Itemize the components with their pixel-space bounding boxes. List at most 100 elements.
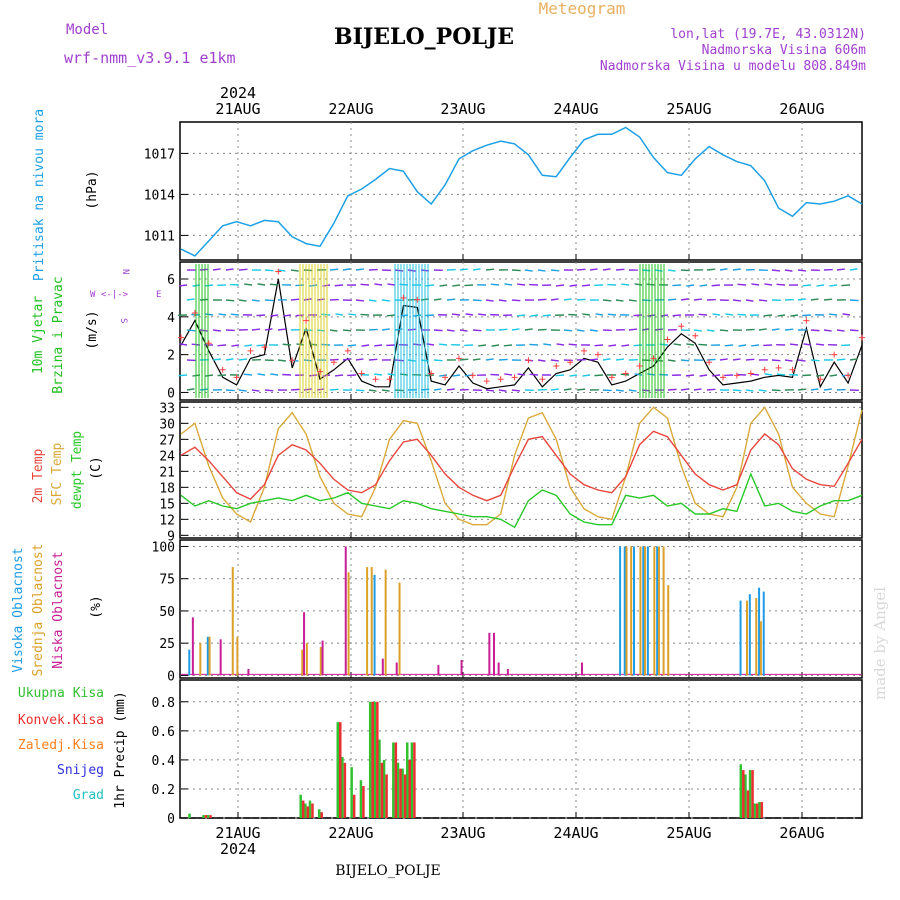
wind-barb [238,299,247,302]
low-cloud-bar [506,668,509,676]
wind-gust-marker [817,376,824,383]
wind-barb [282,343,292,346]
wind-barb [511,269,521,272]
wind-barb [706,388,716,391]
wind-frame [179,261,863,401]
wind-barb [589,358,599,361]
wind-barb [511,299,521,302]
mid-cloud-bar [653,546,656,676]
cloud-ytick-label: 0 [167,669,175,684]
low-cloud-bar [191,617,194,676]
wind-gust-marker [178,334,184,341]
coords-label: lon,lat (19.7E, 43.0312N) [670,27,866,42]
wind-barb [797,269,807,272]
temp2m-ylabel: 2m Temp [31,448,46,503]
precip-panel: 0 0.2 0.4 0.6 0.8 [152,679,863,827]
wind-barb [433,359,443,362]
frozen-precip-label: Zaledj.Kisa [18,738,104,753]
conv-precip-bar [204,815,208,818]
cloud-ytick-label: 100 [152,540,175,555]
wind-barb [654,328,664,331]
dewpt-line [180,472,863,529]
wind-gust-marker [678,323,685,330]
conv-precip-bar [380,762,384,818]
wind-barb [537,328,547,331]
wind-gust-marker [275,268,282,275]
low-cloud-bar [488,632,491,676]
total-precip-bar [744,774,747,818]
wind-barb [517,373,526,376]
wind-barb [517,283,526,286]
low-cloud-bar [381,658,384,676]
wind-gust-marker [761,366,768,373]
wind-barb [737,283,747,286]
wind-barb [347,344,357,347]
wind-barb [724,344,734,347]
wind-barb [719,329,729,332]
date-tick-bottom: 21AUG [215,824,260,842]
total-precip-label: Ukupna Kisa [18,686,104,701]
wind-barb [693,329,702,332]
low-cloud-bar [303,612,306,676]
high-cloud-bar [188,649,191,676]
wind-barb [784,328,794,331]
snow-label: Snijeg [57,763,104,778]
low-cloud-bar [395,662,398,676]
date-tick-top: 24AUG [553,100,598,118]
wind-barb [485,389,495,392]
wind-ytick-label: 6 [167,273,175,288]
wind-barb [205,313,214,316]
wind-barb [529,373,539,376]
wind-barb [803,343,812,346]
conv-precip-bar [403,774,407,818]
total-precip-bar [378,739,381,818]
wind-gust-marker [344,347,351,354]
wind-barb [491,344,500,347]
wind-gust-marker [747,370,754,377]
wind-gust-marker [386,376,393,383]
wind-barb [485,358,494,361]
wind-barb [212,358,222,361]
wind-ytick-label: 2 [167,349,175,364]
wind-panel: 0 2 4 6 [167,261,865,401]
conv-precip-bar [362,786,365,818]
wind-gust-marker [372,376,379,383]
wind-barb [244,283,253,286]
wind-barb [555,374,565,377]
cloud-panel: 0 25 50 75 100 [152,539,863,684]
wind-barb [381,299,391,302]
wind-unit: (m/s) [85,310,100,349]
wind-gust-marker [622,370,629,377]
wind-barb [633,314,643,317]
wind-barb [810,329,820,332]
wind-barb [308,374,318,377]
conv-precip-bar [376,701,379,818]
wind-barb [776,373,786,376]
wind-barb [361,344,370,347]
wind-barb [790,314,799,317]
wind-barb [602,358,611,361]
total-precip-bar [739,764,743,818]
wind-barb [576,298,586,301]
wind-barb [407,269,416,272]
wind-barb [797,388,807,391]
high-cloud-bar [373,574,376,676]
pressure-ytick-label: 1014 [144,188,175,203]
precip-ytick-label: 0 [167,812,175,827]
wind-gust-marker [803,317,810,324]
wind-barb [478,313,487,316]
wind-barb [329,268,339,271]
wind-barb [439,284,448,287]
mid-cloud-bar [639,546,642,676]
wind-barb [828,313,838,316]
mid-cloud-bar [644,546,647,676]
total-precip-bar [336,722,340,818]
low-cloud-bar [247,668,250,676]
wind-barb [680,388,689,391]
wind-barb [413,314,422,317]
wind-barb [334,284,344,287]
wind-barb [732,299,742,302]
conv-precip-bar [301,800,305,818]
wind-gust-marker [567,359,574,366]
conv-precip-bar [385,774,388,818]
